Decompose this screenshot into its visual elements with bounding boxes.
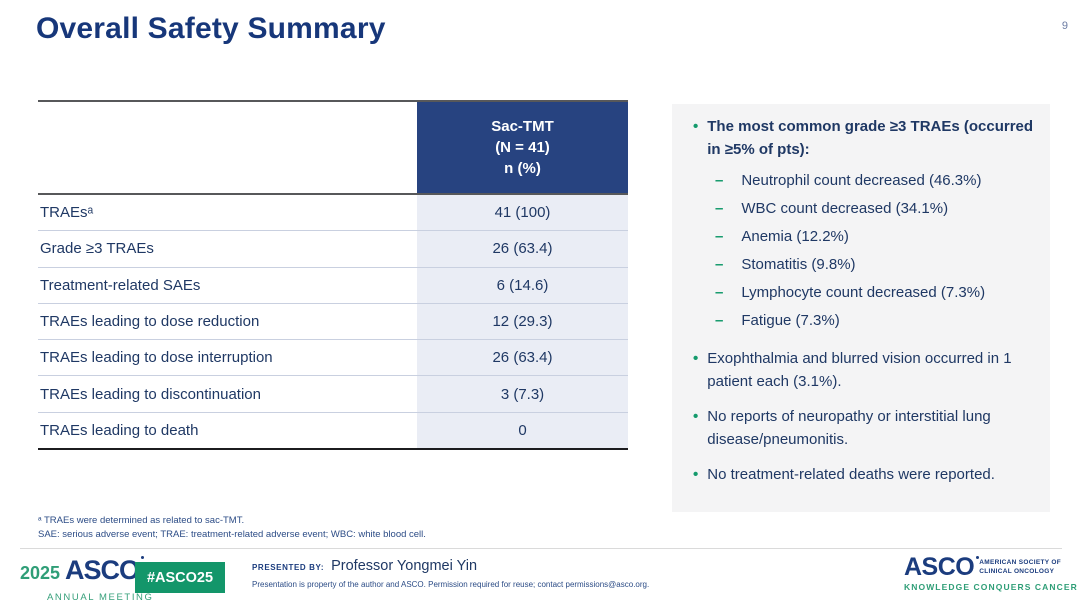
dash-icon: – bbox=[715, 172, 724, 189]
bullet-icon: • bbox=[693, 118, 699, 135]
meeting-subtitle: ANNUAL MEETING bbox=[47, 592, 154, 603]
dash-icon: – bbox=[715, 200, 724, 217]
asco-wordmark: ASCO bbox=[65, 555, 145, 586]
sub-bullet-item: – Lymphocyte count decreased (7.3%) bbox=[715, 279, 1036, 307]
presented-by-block: PRESENTED BY: Professor Yongmei Yin Pres… bbox=[252, 558, 649, 589]
sub-bullet-item: – Neutrophil count decreased (46.3%) bbox=[715, 167, 1036, 195]
meeting-year: 2025 bbox=[20, 563, 61, 583]
row-label: Treatment-related SAEs bbox=[40, 276, 201, 294]
page-title: Overall Safety Summary bbox=[36, 12, 386, 45]
presented-by-row: PRESENTED BY: Professor Yongmei Yin bbox=[252, 558, 649, 574]
row-label: TRAEs leading to death bbox=[40, 421, 199, 439]
table-header-cell: Sac-TMT (N = 41) n (%) bbox=[417, 102, 628, 193]
bullet-item: • Exophthalmia and blurred vision occurr… bbox=[688, 348, 1036, 393]
sub-bullet-list: – Neutrophil count decreased (46.3%) – W… bbox=[688, 167, 1036, 335]
table-row: Treatment-related SAEs 6 (14.6) bbox=[38, 267, 628, 304]
hashtag-badge: #ASCO25 bbox=[135, 562, 225, 593]
sub-bullet-item: – Stomatitis (9.8%) bbox=[715, 251, 1036, 279]
table-row: TRAEs leading to death 0 bbox=[38, 412, 628, 449]
key-findings-panel: • The most common grade ≥3 TRAEs (occurr… bbox=[672, 104, 1050, 512]
slide-number: 9 bbox=[1061, 20, 1068, 32]
safety-summary-table: Sac-TMT (N = 41) n (%) TRAEsᵃ 41 (100) G… bbox=[38, 100, 628, 451]
meeting-logo-row: 2025 ASCO bbox=[20, 555, 154, 586]
bullet-item: • The most common grade ≥3 TRAEs (occurr… bbox=[688, 116, 1036, 161]
row-label: TRAEs leading to discontinuation bbox=[40, 385, 261, 403]
presented-by-label: PRESENTED BY: bbox=[252, 563, 325, 572]
header-unit: n (%) bbox=[504, 160, 541, 177]
bullet-icon: • bbox=[693, 408, 699, 425]
table-row: TRAEs leading to dose reduction 12 (29.3… bbox=[38, 303, 628, 341]
sub-bullet-text: Neutrophil count decreased (46.3%) bbox=[741, 172, 982, 189]
row-label: TRAEsᵃ bbox=[40, 204, 94, 222]
sub-bullet-item: – Anemia (12.2%) bbox=[715, 223, 1036, 251]
bullet-text: No treatment-related deaths were reporte… bbox=[707, 466, 995, 483]
footnote-line: ᵃ TRAEs were determined as related to sa… bbox=[38, 515, 245, 526]
society-line: AMERICAN SOCIETY OF bbox=[979, 559, 1062, 566]
sub-bullet-text: WBC count decreased (34.1%) bbox=[741, 200, 949, 217]
dash-icon: – bbox=[715, 228, 724, 245]
footnote-line: SAE: serious adverse event; TRAE: treatm… bbox=[38, 529, 426, 540]
bullet-item: • No reports of neuropathy or interstiti… bbox=[688, 406, 1036, 451]
sub-bullet-item: – Fatigue (7.3%) bbox=[715, 307, 1036, 335]
row-value: 26 (63.4) bbox=[417, 340, 628, 376]
asco-tagline: KNOWLEDGE CONQUERS CANCER bbox=[904, 582, 1078, 592]
trademark-dot bbox=[141, 556, 145, 559]
dash-icon: – bbox=[715, 284, 724, 301]
bullet-icon: • bbox=[693, 350, 699, 367]
table-row: TRAEsᵃ 41 (100) bbox=[38, 195, 628, 232]
footer-divider bbox=[20, 548, 1062, 549]
asco-logo-row: ASCO AMERICAN SOCIETY OF CLINICAL ONCOLO… bbox=[904, 555, 1064, 580]
footnotes: ᵃ TRAEs were determined as related to sa… bbox=[38, 514, 426, 542]
bullet-item: • No treatment-related deaths were repor… bbox=[688, 464, 1036, 487]
row-value: 0 bbox=[417, 412, 628, 449]
bullet-text: No reports of neuropathy or interstitial… bbox=[707, 408, 991, 448]
bullet-text: The most common grade ≥3 TRAEs (occurred… bbox=[707, 118, 1034, 158]
row-value: 12 (29.3) bbox=[417, 303, 628, 340]
row-value: 26 (63.4) bbox=[417, 231, 628, 267]
bullet-icon: • bbox=[693, 466, 699, 483]
header-n: (N = 41) bbox=[495, 139, 550, 156]
row-label: TRAEs leading to dose interruption bbox=[40, 349, 273, 367]
row-value: 41 (100) bbox=[417, 195, 628, 231]
trademark-dot bbox=[976, 556, 980, 559]
asco-wordmark: ASCO bbox=[904, 555, 980, 580]
asco-annual-meeting-logo: 2025 ASCO ANNUAL MEETING bbox=[20, 555, 154, 608]
dash-icon: – bbox=[715, 312, 724, 329]
table-header-empty-cell bbox=[38, 102, 417, 193]
table-header-row: Sac-TMT (N = 41) n (%) bbox=[38, 102, 628, 195]
row-value: 3 (7.3) bbox=[417, 376, 628, 412]
row-label: Grade ≥3 TRAEs bbox=[40, 240, 154, 258]
table-row: TRAEs leading to dose interruption 26 (6… bbox=[38, 340, 628, 377]
sub-bullet-text: Anemia (12.2%) bbox=[741, 228, 849, 245]
dash-icon: – bbox=[715, 256, 724, 273]
sub-bullet-text: Lymphocyte count decreased (7.3%) bbox=[741, 284, 986, 301]
sub-bullet-text: Fatigue (7.3%) bbox=[741, 312, 840, 329]
row-value: 6 (14.6) bbox=[417, 267, 628, 303]
presenter-name: Professor Yongmei Yin bbox=[331, 558, 478, 574]
row-label: TRAEs leading to dose reduction bbox=[40, 313, 260, 331]
sub-bullet-item: – WBC count decreased (34.1%) bbox=[715, 195, 1036, 223]
sub-bullet-text: Stomatitis (9.8%) bbox=[741, 256, 856, 273]
bullet-text: Exophthalmia and blurred vision occurred… bbox=[707, 350, 1012, 390]
table-row: Grade ≥3 TRAEs 26 (63.4) bbox=[38, 231, 628, 268]
permission-notice: Presentation is property of the author a… bbox=[252, 580, 650, 589]
header-arm-name: Sac-TMT bbox=[491, 118, 554, 135]
asco-society-logo: ASCO AMERICAN SOCIETY OF CLINICAL ONCOLO… bbox=[904, 555, 1078, 593]
table-row: TRAEs leading to discontinuation 3 (7.3) bbox=[38, 376, 628, 413]
society-line: CLINICAL ONCOLOGY bbox=[979, 567, 1055, 575]
society-name: AMERICAN SOCIETY OF CLINICAL ONCOLOGY bbox=[979, 555, 1061, 576]
